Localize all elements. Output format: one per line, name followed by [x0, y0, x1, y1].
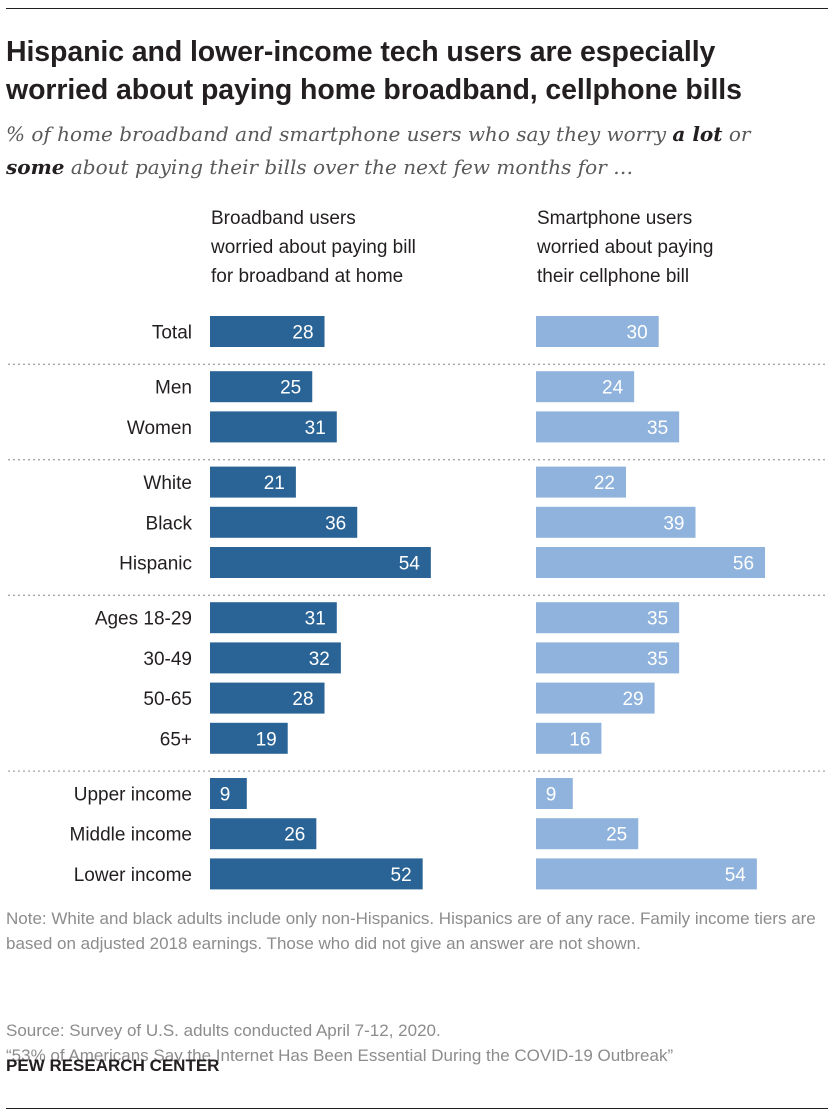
- smartphone-bar-30-49: [536, 642, 680, 674]
- chart-note: Note: White and black adults include onl…: [6, 909, 816, 953]
- category-label-total: Total: [152, 323, 192, 344]
- smartphone-bar-65: [536, 722, 602, 754]
- broadband-bar-hispanic: [210, 547, 431, 578]
- broadband-bar-upper-income: [210, 778, 247, 809]
- column-header-broadband-line-3: for broadband at home: [211, 266, 404, 287]
- smartphone-value-30-49: 35: [647, 649, 668, 670]
- broadband-value-upper-income: 9: [220, 785, 231, 806]
- broadband-bar-middle-income: [210, 818, 317, 850]
- broadband-value-men: 25: [280, 378, 301, 399]
- broadband-bar-30-49: [210, 642, 341, 674]
- smartphone-value-50-65: 29: [622, 689, 643, 710]
- broadband-value-65: 19: [256, 729, 277, 750]
- category-label-30-49: 30-49: [143, 649, 192, 670]
- broadband-bar-total: [210, 316, 325, 347]
- smartphone-value-middle-income: 25: [606, 825, 627, 846]
- smartphone-value-ages-18-29: 35: [647, 609, 668, 630]
- smartphone-value-total: 30: [627, 323, 648, 344]
- subtitle-text-1: % of home broadband and smartphone users…: [6, 122, 673, 146]
- smartphone-value-65: 16: [569, 729, 590, 750]
- brand-logo-text: PEW RESEARCH CENTER: [6, 1056, 220, 1075]
- broadband-bar-women: [210, 411, 337, 443]
- smartphone-value-white: 22: [594, 473, 615, 494]
- subtitle-text-3: about paying their bills over the next f…: [64, 155, 634, 179]
- category-label-men: Men: [155, 378, 192, 399]
- smartphone-bar-white: [536, 466, 626, 498]
- category-label-middle-income: Middle income: [70, 825, 193, 846]
- broadband-bar-65: [210, 722, 288, 754]
- broadband-value-black: 36: [325, 513, 346, 534]
- broadband-value-hispanic: 54: [399, 554, 421, 575]
- broadband-value-women: 31: [305, 418, 326, 439]
- smartphone-bar-ages-18-29: [536, 602, 680, 634]
- chart-title: Hispanic and lower-income tech users are…: [6, 33, 832, 109]
- chart-subtitle: % of home broadband and smartphone users…: [6, 118, 832, 184]
- smartphone-bar-upper-income: [536, 778, 573, 809]
- column-header-broadband-line-2: worried about paying bill: [211, 237, 416, 258]
- broadband-bar-black: [210, 506, 358, 538]
- smartphone-bar-lower-income: [536, 858, 757, 890]
- smartphone-value-black: 39: [663, 513, 684, 534]
- subtitle-emphasis-2: some: [6, 155, 65, 179]
- bar-chart: Total 28 30 Men 25 24 Women 31 35 White 21 22 Black 3…: [8, 316, 828, 890]
- column-header-broadband-line-1: Broadband users: [211, 208, 356, 229]
- broadband-value-lower-income: 52: [391, 865, 412, 886]
- broadband-bar-lower-income: [210, 858, 423, 890]
- smartphone-bar-men: [536, 371, 635, 403]
- smartphone-value-lower-income: 54: [725, 865, 747, 886]
- broadband-value-ages-18-29: 31: [305, 609, 326, 630]
- broadband-value-white: 21: [264, 473, 285, 494]
- smartphone-value-men: 24: [602, 378, 624, 399]
- subtitle-emphasis-1: a lot: [672, 122, 723, 146]
- broadband-value-total: 28: [292, 323, 313, 344]
- smartphone-value-women: 35: [647, 418, 668, 439]
- category-label-white: White: [143, 473, 192, 494]
- broadband-bar-50-65: [210, 682, 325, 714]
- broadband-value-50-65: 28: [292, 689, 313, 710]
- top-rule: [6, 8, 828, 9]
- category-label-65: 65+: [160, 729, 192, 750]
- category-label-hispanic: Hispanic: [119, 554, 192, 575]
- category-label-upper-income: Upper income: [74, 785, 192, 806]
- column-header-smartphone-line-1: Smartphone users: [537, 208, 693, 229]
- category-label-lower-income: Lower income: [74, 865, 192, 886]
- category-label-black: Black: [146, 513, 193, 534]
- smartphone-bar-hispanic: [536, 547, 766, 578]
- smartphone-bar-50-65: [536, 682, 655, 714]
- smartphone-value-upper-income: 9: [546, 785, 557, 806]
- subtitle-text-2: or: [722, 122, 751, 146]
- column-header-smartphone-line-2: worried about paying: [537, 237, 714, 258]
- category-label-women: Women: [127, 418, 192, 439]
- smartphone-bar-middle-income: [536, 818, 639, 850]
- broadband-value-30-49: 32: [309, 649, 330, 670]
- broadband-bar-ages-18-29: [210, 602, 337, 634]
- broadband-bar-men: [210, 371, 313, 403]
- smartphone-bar-women: [536, 411, 680, 443]
- column-header-smartphone: Smartphone users worried about paying th…: [537, 204, 713, 291]
- chart-title-line-1: Hispanic and lower-income tech users are…: [6, 36, 716, 68]
- broadband-bar-white: [210, 466, 296, 498]
- column-header-broadband: Broadband users worried about paying bil…: [211, 204, 416, 291]
- smartphone-bar-total: [536, 316, 659, 347]
- smartphone-bar-black: [536, 506, 696, 538]
- chart-source: Source: Survey of U.S. adults conducted …: [6, 1021, 441, 1040]
- broadband-value-middle-income: 26: [284, 825, 305, 846]
- smartphone-value-hispanic: 56: [733, 554, 754, 575]
- column-header-smartphone-line-3: their cellphone bill: [537, 266, 690, 287]
- chart-title-line-2: worried about paying home broadband, cel…: [6, 74, 742, 106]
- bottom-rule: [6, 1108, 828, 1109]
- chart-report-title: “53% of Americans Say the Internet Has B…: [6, 1046, 674, 1065]
- category-label-50-65: 50-65: [143, 689, 192, 710]
- category-label-ages-18-29: Ages 18-29: [95, 609, 192, 630]
